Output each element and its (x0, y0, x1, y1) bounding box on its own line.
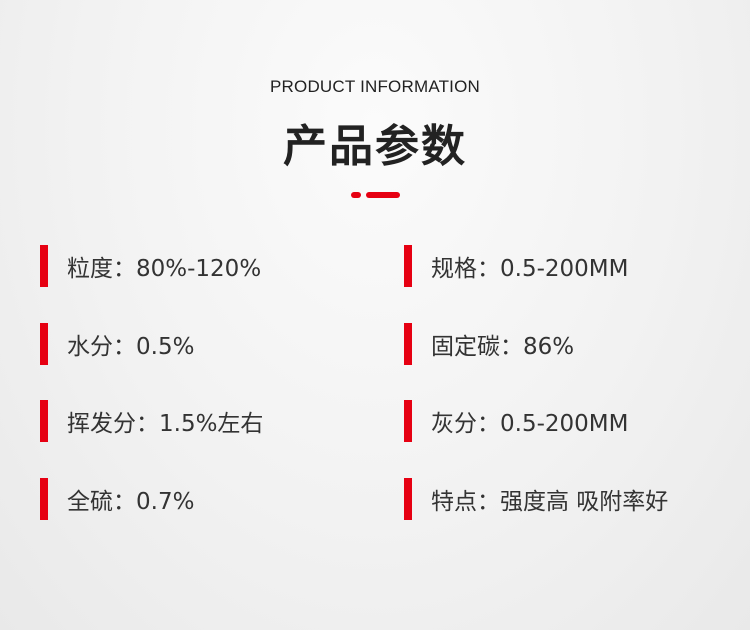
param-text: 固定碳：86% (431, 334, 575, 360)
red-bar-marker (40, 323, 48, 365)
param-text: 灰分：0.5-200MM (431, 411, 629, 437)
param-item: 灰分：0.5-200MM (404, 400, 628, 442)
param-item: 粒度：80%-120% (40, 245, 261, 287)
param-item: 固定碳：86% (404, 323, 574, 365)
section-subtitle: PRODUCT INFORMATION (270, 77, 480, 96)
param-text: 特点：强度高 吸附率好 (431, 489, 669, 515)
title-divider-dot (351, 192, 361, 198)
param-text: 规格：0.5-200MM (431, 256, 629, 282)
red-bar-marker (404, 323, 412, 365)
param-text: 水分：0.5% (67, 334, 195, 360)
red-bar-marker (40, 400, 48, 442)
param-item: 挥发分：1.5%左右 (40, 400, 263, 442)
red-bar-marker (404, 400, 412, 442)
red-bar-marker (404, 478, 412, 520)
param-item: 特点：强度高 吸附率好 (404, 478, 668, 520)
page-title: 产品参数 (283, 121, 467, 172)
title-divider-line (366, 192, 400, 198)
param-item: 水分：0.5% (40, 323, 194, 365)
param-text: 粒度：80%-120% (67, 256, 262, 282)
param-text: 挥发分：1.5%左右 (67, 411, 264, 437)
red-bar-marker (404, 245, 412, 287)
param-text: 全硫：0.7% (67, 489, 195, 515)
param-item: 全硫：0.7% (40, 478, 194, 520)
param-item: 规格：0.5-200MM (404, 245, 628, 287)
red-bar-marker (40, 245, 48, 287)
red-bar-marker (40, 478, 48, 520)
